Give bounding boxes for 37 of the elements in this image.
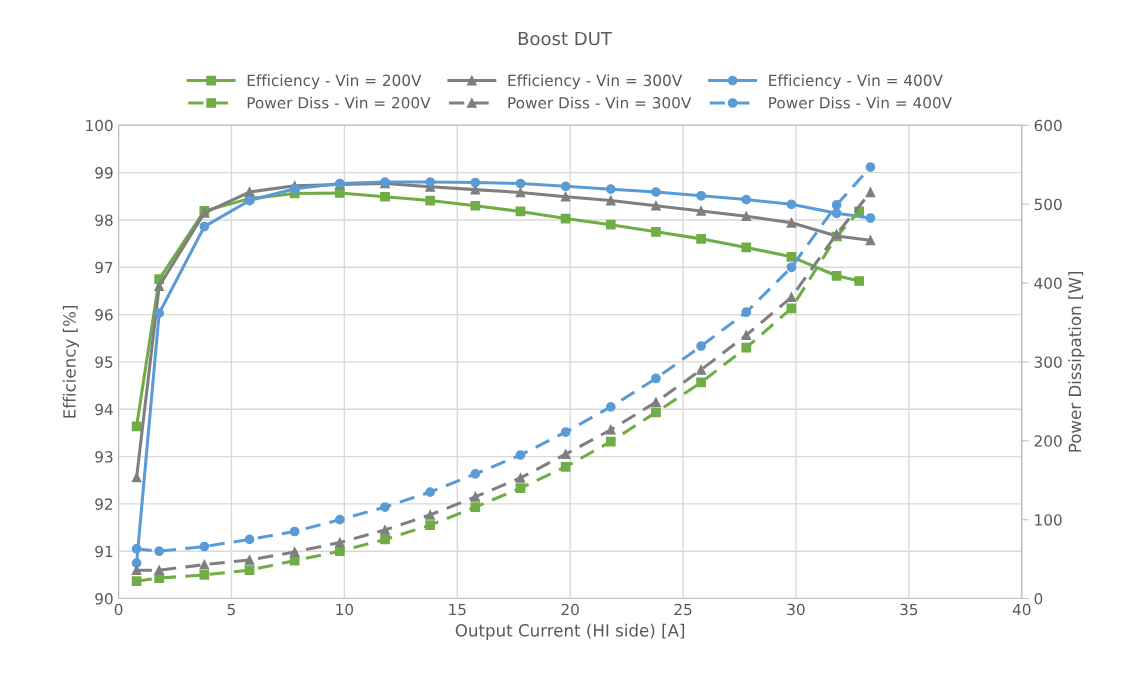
- y-tick-label: 92: [95, 498, 113, 510]
- y2-axis-title: Power Dissipation [W]: [1068, 272, 1085, 452]
- y-tick-label: 90: [95, 593, 113, 605]
- y-tick-label: 91: [95, 545, 113, 558]
- y-axis-title: Efficiency [%]: [62, 306, 79, 418]
- y-tick-label: 100: [86, 119, 113, 132]
- y-tick-label: 94: [95, 403, 113, 416]
- x-tick-label: 0: [114, 603, 123, 616]
- y2-tick-label: 0: [1034, 593, 1043, 605]
- y-tick-label: 98: [95, 214, 113, 226]
- y-tick-label: 95: [95, 356, 113, 368]
- legend-label: Power Diss - Vin = 200V: [247, 96, 431, 109]
- x-axis-title: Output Current (HI side) [A]: [455, 623, 685, 640]
- y-tick-label: 99: [95, 167, 113, 179]
- x-tick-label: 5: [227, 603, 235, 616]
- x-tick-label: 40: [1012, 603, 1031, 616]
- x-tick-label: 30: [787, 603, 805, 616]
- y2-tick-label: 600: [1034, 119, 1062, 132]
- legend-label: Efficiency - Vin = 200V: [247, 74, 422, 90]
- y2-tick-label: 100: [1035, 514, 1062, 526]
- y2-tick-label: 200: [1034, 435, 1062, 447]
- y2-tick-label: 400: [1034, 277, 1062, 290]
- legend-label: Efficiency - Vin = 400V: [769, 74, 943, 90]
- legend-label: Power Diss - Vin = 400V: [769, 96, 952, 109]
- legend-label: Power Diss - Vin = 300V: [508, 96, 692, 109]
- x-tick-label: 25: [674, 603, 692, 616]
- y-tick-label: 96: [95, 309, 113, 321]
- x-tick-label: 35: [900, 603, 918, 616]
- x-tick-label: 10: [336, 603, 354, 616]
- x-tick-label: 20: [561, 603, 579, 616]
- y2-tick-label: 500: [1034, 198, 1062, 211]
- y-tick-label: 97: [95, 261, 113, 274]
- y2-tick-label: 300: [1034, 356, 1062, 368]
- chart-title: Boost DUT: [518, 31, 612, 46]
- legend-label: Efficiency - Vin = 300V: [508, 74, 683, 90]
- y-tick-label: 93: [95, 451, 113, 463]
- x-tick-label: 15: [449, 603, 466, 616]
